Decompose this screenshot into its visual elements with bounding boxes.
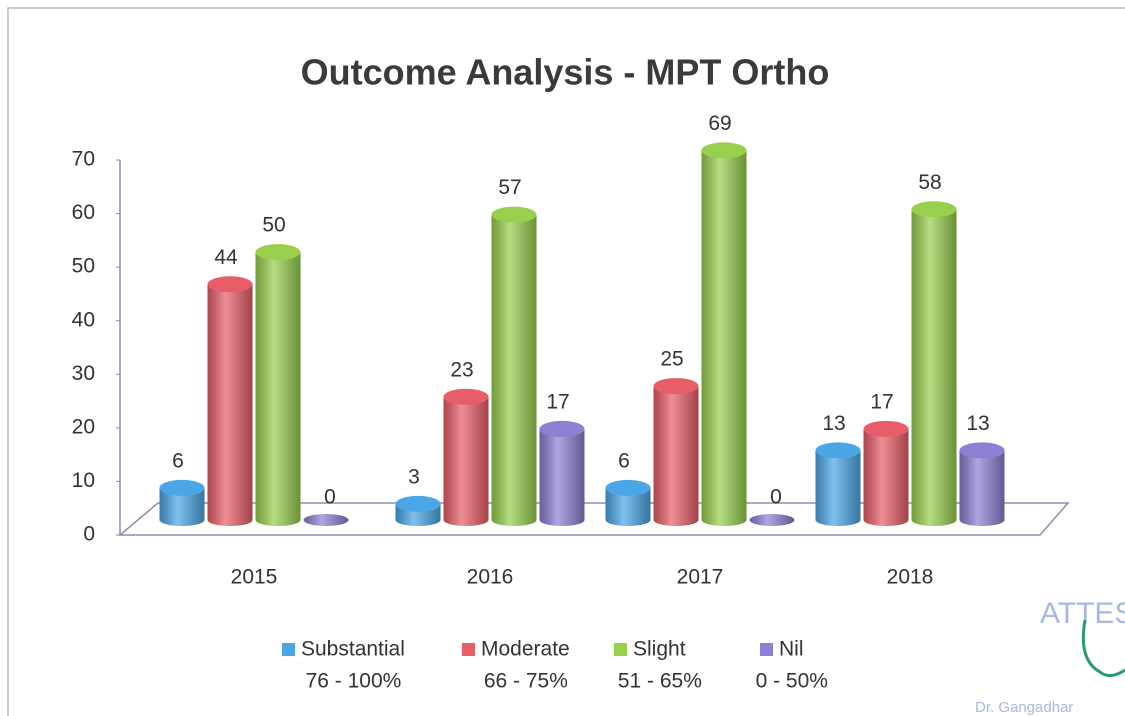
y-tick-label: 10 (72, 469, 95, 492)
bar (911, 201, 957, 526)
bar-body-shade (911, 209, 957, 521)
floor (117, 502, 1070, 536)
bar-top (491, 206, 537, 223)
x-tick-label: 2015 (231, 566, 278, 589)
bar (395, 495, 441, 526)
bar-body-shade (815, 450, 861, 520)
bar-top (863, 420, 909, 437)
bar (653, 378, 699, 526)
signature-stroke (1081, 619, 1125, 677)
data-label: 0 (770, 486, 782, 509)
data-label: 57 (498, 176, 521, 199)
y-tick-label: 0 (83, 523, 95, 546)
bar-top (539, 420, 585, 437)
data-label: 17 (546, 390, 569, 413)
bar-top (255, 244, 301, 261)
stamp: ATTES (1040, 597, 1125, 630)
legend-range: 66 - 75% (484, 670, 568, 693)
data-label: 23 (450, 358, 473, 381)
y-tick-label: 60 (72, 201, 95, 224)
bar (159, 479, 205, 526)
legend-range: 76 - 100% (306, 670, 402, 693)
data-label: 3 (408, 465, 420, 488)
bar (749, 514, 795, 526)
bar-base-shade (749, 514, 795, 526)
legend-range: 0 - 50% (756, 670, 828, 693)
x-tick-label: 2017 (677, 566, 724, 589)
bar-top (207, 276, 253, 293)
y-tick-label: 40 (72, 308, 95, 331)
bar (605, 479, 651, 526)
legend-range: 51 - 65% (618, 670, 702, 693)
bar-base-shade (303, 514, 349, 526)
bar (443, 388, 489, 526)
data-label: 44 (214, 246, 238, 269)
stamp-signature: Dr. Gangadhar (975, 699, 1073, 716)
legend-swatch (614, 643, 627, 656)
bar (863, 420, 909, 526)
bar-body-shade (701, 150, 747, 520)
bar (959, 442, 1005, 526)
frame (7, 7, 1125, 716)
data-label: 13 (822, 412, 845, 435)
bar (815, 442, 861, 526)
legend-label: Substantial (301, 638, 405, 661)
data-label: 25 (660, 348, 683, 371)
bar (701, 142, 747, 526)
bar-top (443, 388, 489, 405)
data-label: 69 (708, 112, 731, 135)
bar-top (395, 495, 441, 512)
y-tick-label: 70 (72, 148, 95, 171)
y-tick-label: 50 (72, 255, 95, 278)
legend-swatch (462, 643, 475, 656)
bar (303, 514, 349, 526)
legend-label: Moderate (481, 638, 570, 661)
bar (255, 244, 301, 526)
y-tick-label: 20 (72, 415, 95, 438)
legend-swatch (282, 643, 295, 656)
bar-body-shade (539, 428, 585, 520)
x-tick-label: 2016 (467, 566, 514, 589)
chart-title: Outcome Analysis - MPT Ortho (301, 52, 830, 93)
bar-body-shade (255, 252, 301, 520)
bar (491, 206, 537, 526)
bar-top (653, 378, 699, 395)
bar-body-shade (863, 428, 909, 520)
data-label: 50 (262, 214, 285, 237)
bar-body-shade (959, 450, 1005, 520)
data-label: 13 (966, 412, 989, 435)
bar (539, 420, 585, 526)
legend-label: Slight (633, 638, 686, 661)
bar-top (605, 479, 651, 496)
data-label: 17 (870, 390, 893, 413)
bar-body-shade (207, 284, 253, 520)
bar-body-shade (653, 386, 699, 520)
bar-top (959, 442, 1005, 459)
bar-body-shade (443, 396, 489, 520)
legend-swatch (760, 643, 773, 656)
y-tick-label: 30 (72, 362, 95, 385)
data-label: 6 (172, 449, 184, 472)
bar (207, 276, 253, 526)
bar-top (815, 442, 861, 459)
x-tick-label: 2018 (887, 566, 934, 589)
bar-top (911, 201, 957, 218)
data-label: 0 (324, 486, 336, 509)
bar-body-shade (491, 214, 537, 520)
data-label: 6 (618, 449, 630, 472)
bar-top (701, 142, 747, 159)
legend-label: Nil (779, 638, 804, 661)
bar-top (159, 479, 205, 496)
data-label: 58 (918, 171, 941, 194)
